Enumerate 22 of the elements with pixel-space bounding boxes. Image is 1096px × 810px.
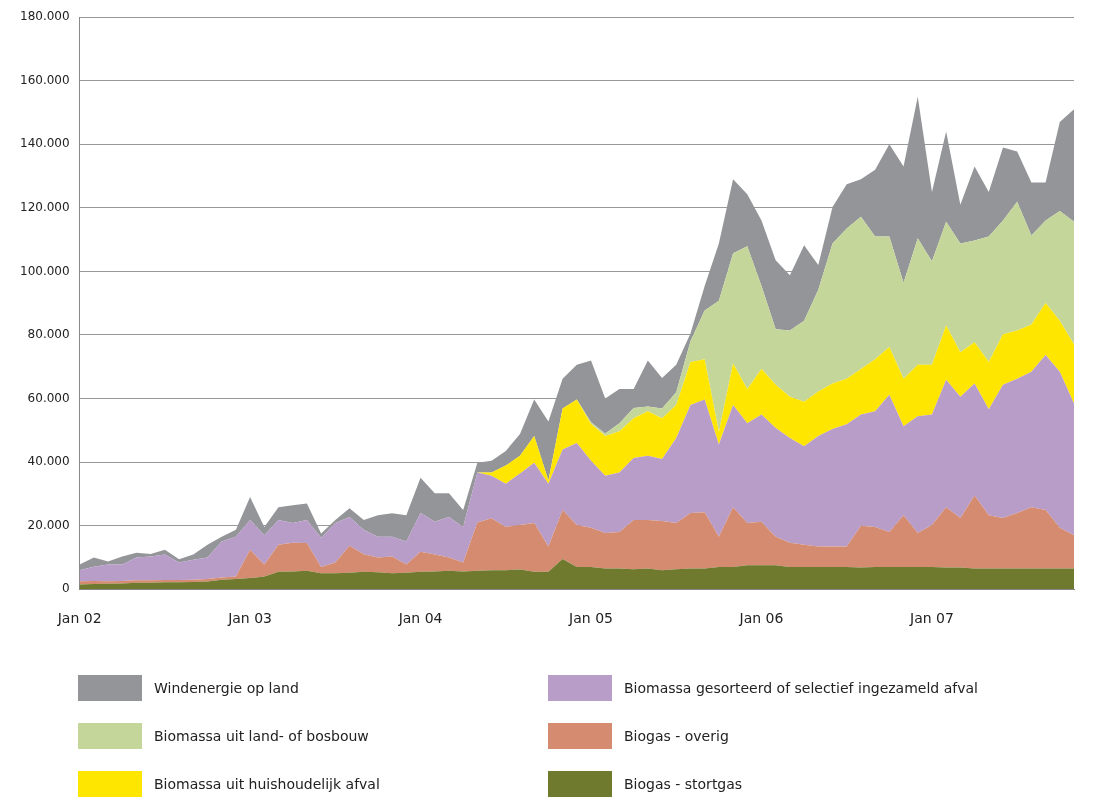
x-tick-label: Jan 02 [56, 610, 102, 627]
y-tick-label: 100.000 [20, 263, 70, 278]
y-tick-label: 20.000 [27, 517, 70, 532]
y-tick-label: 160.000 [20, 72, 70, 87]
x-tick-label: Jan 04 [397, 610, 443, 627]
y-tick-label: 80.000 [27, 327, 70, 342]
legend-label: Biogas - stortgas [624, 776, 743, 792]
y-tick-label: 40.000 [27, 454, 70, 469]
y-tick-label: 120.000 [20, 199, 70, 214]
x-tick-label: Jan 05 [568, 610, 613, 627]
x-tick-label: Jan 06 [738, 610, 784, 627]
legend-label: Windenergie op land [154, 680, 299, 696]
legend-label: Biomassa gesorteerd of selectief ingezameld afval [624, 680, 978, 696]
x-tick-label: Jan 03 [227, 610, 273, 627]
y-tick-label: 60.000 [27, 390, 70, 405]
legend-label: Biomassa uit huishoudelijk afval [154, 776, 380, 792]
x-tick-label: Jan 07 [909, 610, 954, 627]
y-tick-label: 0 [61, 581, 70, 596]
legend-label: Biogas - overig [624, 728, 729, 744]
y-tick-label: 180.000 [20, 9, 70, 24]
legend-label: Biomassa uit land- of bosbouw [154, 728, 369, 744]
y-tick-label: 140.000 [20, 136, 70, 151]
